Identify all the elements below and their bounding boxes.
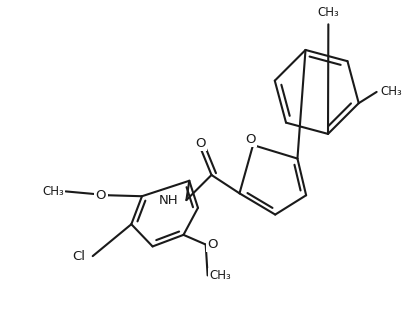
- Text: O: O: [96, 189, 106, 202]
- Text: O: O: [208, 238, 218, 251]
- Text: CH₃: CH₃: [318, 6, 339, 19]
- Text: O: O: [195, 137, 206, 149]
- Text: CH₃: CH₃: [42, 185, 64, 198]
- Text: CH₃: CH₃: [380, 86, 402, 99]
- Text: NH: NH: [159, 194, 179, 207]
- Text: CH₃: CH₃: [210, 269, 231, 282]
- Text: Cl: Cl: [72, 250, 85, 263]
- Text: O: O: [245, 133, 256, 146]
